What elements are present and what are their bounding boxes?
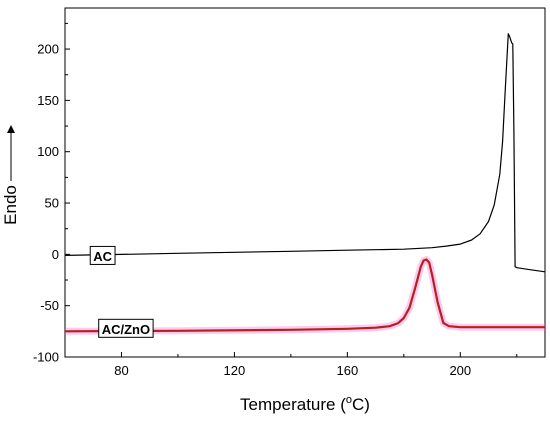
annotation-box bbox=[89, 245, 116, 265]
annotation-label: AC bbox=[93, 249, 112, 264]
y-tick-label: 50 bbox=[45, 196, 59, 211]
x-axis-title-unit: C) bbox=[352, 395, 370, 414]
y-tick-label: 0 bbox=[52, 247, 59, 262]
annotation-ac: AC bbox=[89, 245, 116, 265]
y-axis-title-group: Endo bbox=[1, 125, 20, 225]
plot-border bbox=[64, 7, 546, 358]
y-tick-label: -50 bbox=[40, 298, 59, 313]
annotation-box bbox=[98, 318, 154, 338]
x-axis-title-text: Temperature ( bbox=[240, 395, 346, 414]
annotation-label: AC/ZnO bbox=[102, 322, 150, 337]
y-tick-label: -100 bbox=[33, 350, 59, 365]
x-axis-title-degree: o bbox=[346, 394, 352, 406]
y-tick-label: 100 bbox=[37, 144, 59, 159]
y-axis-title: Endo bbox=[1, 185, 20, 225]
annotation-ac-zno: AC/ZnO bbox=[98, 318, 154, 338]
x-tick-label: 160 bbox=[337, 363, 359, 378]
series-ac-line bbox=[64, 33, 546, 273]
series-layer bbox=[64, 33, 546, 335]
axis-ticks: -100 -50 0 50 100 150 200 80 120 160 200 bbox=[33, 22, 518, 378]
series-ac-zno-line bbox=[64, 258, 545, 333]
x-tick-label: 80 bbox=[114, 363, 128, 378]
annotation-layer: AC AC/ZnO bbox=[89, 245, 154, 338]
y-tick-label: 200 bbox=[37, 42, 59, 57]
x-tick-label: 200 bbox=[449, 363, 471, 378]
x-tick-label: 120 bbox=[224, 363, 246, 378]
x-axis-title: Temperature (oC) bbox=[240, 394, 370, 414]
plot-frame bbox=[64, 7, 546, 358]
y-axis-arrow-icon bbox=[7, 125, 15, 133]
y-tick-label: 150 bbox=[37, 93, 59, 108]
